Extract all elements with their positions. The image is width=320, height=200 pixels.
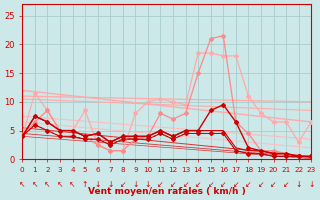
Text: ↙: ↙: [120, 180, 126, 189]
Text: ↙: ↙: [283, 180, 289, 189]
Text: ↙: ↙: [208, 180, 214, 189]
Text: ↖: ↖: [57, 180, 63, 189]
Text: ↙: ↙: [157, 180, 164, 189]
Text: ↓: ↓: [107, 180, 113, 189]
Text: ↙: ↙: [270, 180, 277, 189]
Text: ↖: ↖: [19, 180, 26, 189]
Text: ↙: ↙: [220, 180, 227, 189]
Text: ↓: ↓: [132, 180, 139, 189]
Text: ↖: ↖: [32, 180, 38, 189]
Text: ↓: ↓: [295, 180, 302, 189]
Text: ↖: ↖: [44, 180, 51, 189]
Text: ↓: ↓: [308, 180, 314, 189]
Text: ↑: ↑: [82, 180, 88, 189]
Text: ↓: ↓: [94, 180, 101, 189]
Text: ↙: ↙: [233, 180, 239, 189]
Text: ↙: ↙: [182, 180, 189, 189]
Text: ↙: ↙: [245, 180, 252, 189]
Text: ↖: ↖: [69, 180, 76, 189]
X-axis label: Vent moyen/en rafales ( km/h ): Vent moyen/en rafales ( km/h ): [88, 187, 246, 196]
Text: ↙: ↙: [195, 180, 201, 189]
Text: ↓: ↓: [145, 180, 151, 189]
Text: ↙: ↙: [170, 180, 176, 189]
Text: ↙: ↙: [258, 180, 264, 189]
